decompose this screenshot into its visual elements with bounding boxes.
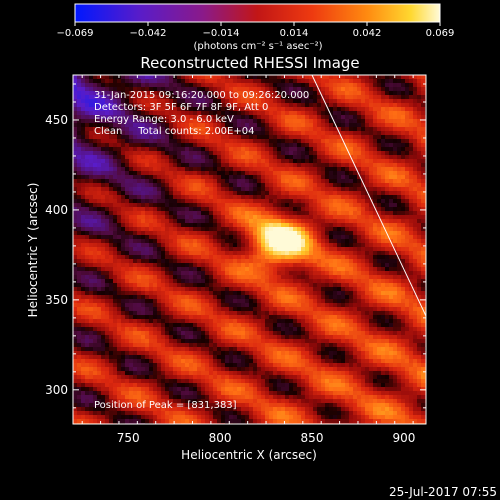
y-tick-label: 300 xyxy=(45,383,68,397)
colorbar-tick-label: −0.042 xyxy=(129,28,166,39)
chart-title: Reconstructed RHESSI Image xyxy=(140,54,359,72)
x-axis-label: Heliocentric X (arcsec) xyxy=(181,448,317,462)
colorbar-tick-label: −0.069 xyxy=(56,28,93,39)
heatmap-image xyxy=(73,75,426,424)
timestamp: 25-Jul-2017 07:55 xyxy=(389,485,497,499)
x-tick-label: 800 xyxy=(209,431,232,445)
y-tick-label: 450 xyxy=(45,113,68,127)
colorbar-tick-label: −0.014 xyxy=(202,28,239,39)
colorbar-tick-label: 0.069 xyxy=(426,28,455,39)
solar-limb-line xyxy=(311,75,426,317)
x-tick-label: 750 xyxy=(117,431,140,445)
annotation-clean-counts: Clean Total counts: 2.00E+04 xyxy=(94,126,254,137)
colorbar-tick-label: 0.042 xyxy=(353,28,382,39)
x-tick-label: 850 xyxy=(301,431,324,445)
y-axis-label: Heliocentric Y (arcsec) xyxy=(26,183,40,318)
colorbar-unit-label: (photons cm⁻² s⁻¹ asec⁻²) xyxy=(193,41,322,52)
plot-frame xyxy=(72,74,427,425)
colorbar-tick-label: 0.014 xyxy=(280,28,309,39)
annotation-time-range: 31-Jan-2015 09:16:20.000 to 09:26:20.000 xyxy=(94,90,309,101)
annotation-detectors: Detectors: 3F 5F 6F 7F 8F 9F, Att 0 xyxy=(94,102,268,113)
x-axis: 750 800 850 900 xyxy=(81,75,415,445)
x-tick-label: 900 xyxy=(392,431,415,445)
peak-position-label: Position of Peak = [831,383] xyxy=(94,400,237,411)
y-axis: 300 350 400 450 xyxy=(45,83,426,409)
annotation-energy-range: Energy Range: 3.0 - 6.0 keV xyxy=(94,114,234,125)
y-tick-label: 400 xyxy=(45,203,68,217)
y-tick-label: 350 xyxy=(45,293,68,307)
colorbar xyxy=(74,3,441,23)
colorbar-ticks: −0.069 −0.042 −0.014 0.014 0.042 0.069 xyxy=(56,22,454,39)
